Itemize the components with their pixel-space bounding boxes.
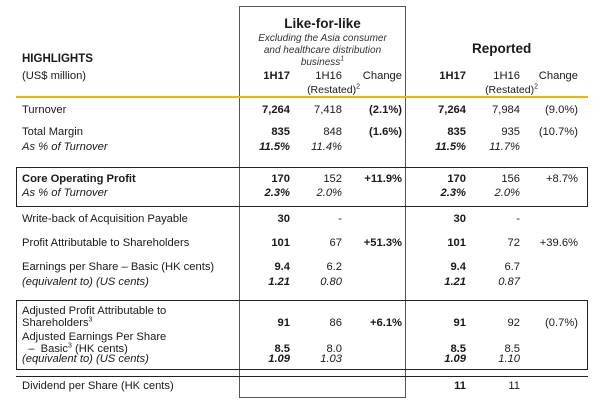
- cell-lfl-1h17: 9.4: [274, 261, 290, 273]
- cell-lfl-1h17: 170: [271, 173, 290, 185]
- col-header-1h17-lfl: 1H17: [263, 70, 290, 82]
- cell-rep-1h16: 1.10: [498, 353, 520, 365]
- col-header-1h16-rep: 1H16: [493, 70, 520, 82]
- cell-rep-1h16: 6.7: [504, 261, 520, 273]
- lfl-title: Like-for-like: [284, 16, 361, 31]
- row-label: Profit Attributable to Shareholders: [22, 237, 190, 249]
- core-operating-profit-box: [16, 167, 588, 207]
- cell-lfl-1h17: 1.21: [268, 276, 290, 288]
- cell-rep-1h16: 8.5: [504, 343, 520, 355]
- cell-rep-1h16: 7,984: [492, 104, 520, 116]
- cell-lfl-1h17: 1.09: [268, 353, 290, 365]
- cell-rep-1h17: 2.3%: [440, 187, 467, 199]
- row-label: As % of Turnover: [22, 141, 108, 153]
- lfl-subtitle-2: and healthcare distribution: [263, 45, 382, 56]
- lfl-subtitle-3: business1: [300, 55, 345, 68]
- cell-lfl-change: +11.9%: [364, 173, 402, 185]
- row-label: Dividend per Share (HK cents): [22, 380, 174, 392]
- cell-rep-change: (10.7%): [538, 126, 578, 138]
- cell-rep-1h17: 1.09: [444, 353, 466, 365]
- cell-lfl-1h16: 7,418: [314, 104, 342, 116]
- cell-lfl-1h16: 152: [323, 173, 342, 185]
- cell-rep-1h17: 101: [447, 237, 466, 249]
- row-label-continued: – Basic3 (HK cents): [22, 342, 128, 355]
- cell-rep-1h17: 9.4: [450, 261, 466, 273]
- row-label: As % of Turnover: [22, 187, 108, 199]
- dividend-rule: [16, 376, 588, 377]
- cell-rep-1h16: 2.0%: [494, 187, 521, 199]
- cell-lfl-1h16: 0.80: [320, 276, 342, 288]
- row-label: Earnings per Share – Basic (HK cents): [22, 261, 215, 273]
- cell-lfl-change: (1.6%): [369, 126, 402, 138]
- cell-rep-change: (9.0%): [545, 104, 578, 116]
- cell-lfl-1h17: 30: [277, 213, 290, 225]
- cell-lfl-change: (2.1%): [369, 104, 402, 116]
- row-label-continued: Shareholders3: [22, 316, 93, 329]
- cell-lfl-1h16: 2.0%: [316, 187, 343, 199]
- col-header-change-rep: Change: [538, 70, 578, 82]
- cell-rep-1h17: 8.5: [450, 343, 466, 355]
- cell-rep-1h16: 92: [507, 317, 520, 329]
- cell-rep-1h17: 170: [447, 173, 466, 185]
- row-label: Adjusted Profit Attributable to: [22, 305, 167, 317]
- row-label: Total Margin: [22, 126, 83, 138]
- cell-rep-1h16: 156: [501, 173, 520, 185]
- col-header-change-lfl: Change: [362, 70, 402, 82]
- cell-rep-1h17: 1.21: [444, 276, 466, 288]
- cell-lfl-1h16: 1.03: [320, 353, 342, 365]
- header-rule: [16, 96, 588, 98]
- cell-rep-1h16: -: [516, 213, 520, 225]
- adjusted-metrics-box: [16, 300, 588, 370]
- unit-label: (US$ million): [22, 70, 87, 82]
- cell-lfl-1h17: 8.5: [274, 343, 290, 355]
- highlights-title: HIGHLIGHTS: [22, 53, 93, 65]
- cell-rep-change: (0.7%): [545, 317, 578, 329]
- cell-lfl-1h17: 835: [271, 126, 290, 138]
- col-header-1h17-rep: 1H17: [439, 70, 466, 82]
- cell-rep-1h16: 935: [501, 126, 520, 138]
- row-label: (equivalent to) (US cents): [22, 353, 149, 365]
- cell-lfl-1h16: 6.2: [326, 261, 342, 273]
- cell-lfl-change: +51.3%: [363, 237, 402, 249]
- cell-rep-change: +8.7%: [545, 173, 578, 185]
- row-label: Write-back of Acquisition Payable: [22, 213, 188, 225]
- cell-lfl-1h16: 848: [323, 126, 342, 138]
- cell-lfl-1h16: 86: [329, 317, 342, 329]
- lfl-subtitle-1: Excluding the Asia consumer: [258, 33, 387, 44]
- cell-rep-1h16: 11: [508, 380, 520, 392]
- cell-lfl-1h17: 2.3%: [264, 187, 291, 199]
- cell-rep-1h17: 30: [453, 213, 466, 225]
- cell-rep-1h17: 91: [453, 317, 466, 329]
- row-label: Turnover: [22, 104, 67, 116]
- cell-rep-1h17: 11: [454, 380, 466, 392]
- cell-lfl-1h16: 8.0: [326, 343, 342, 355]
- cell-lfl-1h16: 11.4%: [311, 141, 342, 153]
- reported-title: Reported: [472, 41, 532, 56]
- row-label: Core Operating Profit: [22, 173, 136, 185]
- cell-rep-1h16: 11.7%: [489, 141, 520, 153]
- cell-lfl-1h16: 67: [329, 237, 342, 249]
- col-header-1h16-lfl: 1H16: [315, 70, 342, 82]
- row-label: (equivalent to) (US cents): [22, 276, 149, 288]
- cell-rep-1h17: 835: [447, 126, 466, 138]
- cell-rep-change: +39.6%: [539, 237, 578, 249]
- cell-lfl-change: +6.1%: [369, 317, 402, 329]
- like-for-like-frame: [239, 6, 406, 398]
- row-label: Adjusted Earnings Per Share: [22, 331, 167, 343]
- cell-lfl-1h17: 7,264: [262, 104, 290, 116]
- cell-rep-1h17: 7,264: [438, 104, 466, 116]
- cell-lfl-1h17: 11.5%: [259, 141, 290, 153]
- col-header-restated-lfl: (Restated)2: [307, 83, 360, 97]
- cell-rep-1h16: 72: [507, 237, 520, 249]
- cell-rep-1h17: 11.5%: [435, 141, 466, 153]
- cell-lfl-1h16: -: [338, 213, 342, 225]
- cell-lfl-1h17: 91: [277, 317, 290, 329]
- cell-rep-1h16: 0.87: [498, 276, 520, 288]
- col-header-restated-rep: (Restated)2: [485, 83, 538, 97]
- cell-lfl-1h17: 101: [271, 237, 290, 249]
